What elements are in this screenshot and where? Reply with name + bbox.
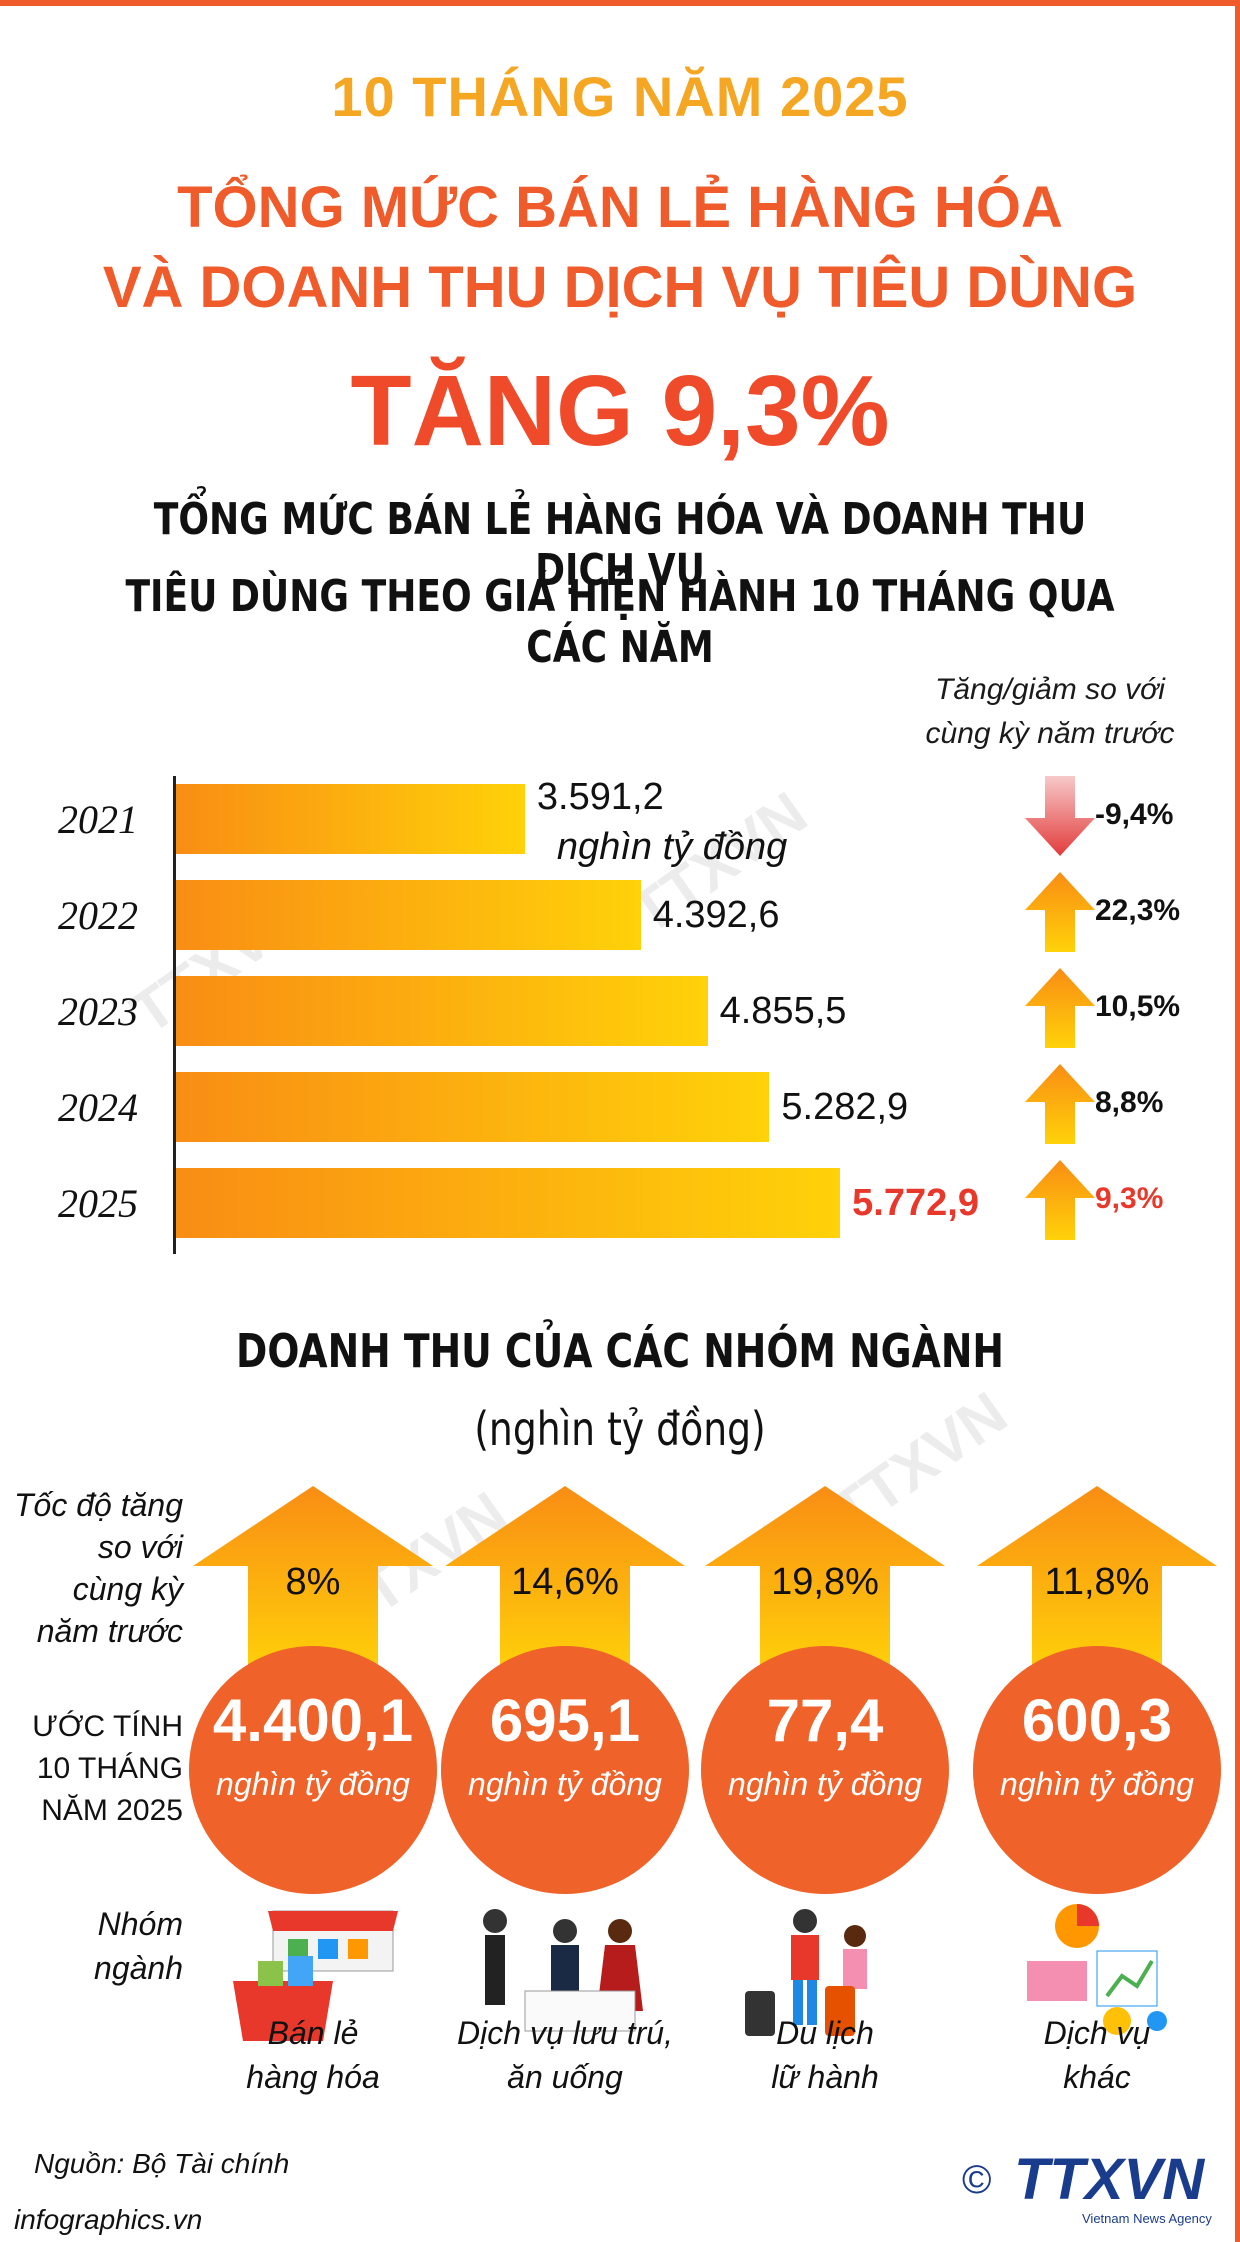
- growth-percent: 11,8%: [1044, 1561, 1150, 1603]
- revenue-unit: nghìn tỷ đồng: [468, 1766, 662, 1802]
- sector-name-line: lữ hành: [771, 2059, 879, 2095]
- bar-chart-axis: [173, 776, 176, 1254]
- growth-percent: 19,8%: [771, 1561, 879, 1603]
- growth-percent: 14,6%: [511, 1561, 619, 1603]
- arrow-up-icon: [1025, 968, 1095, 1048]
- amount-circle: [701, 1646, 949, 1894]
- arrow-up-icon: [705, 1486, 945, 1676]
- site-url[interactable]: infographics.vn: [14, 2204, 203, 2235]
- sector-name-line: Dịch vụ: [1043, 2015, 1151, 2051]
- period-title: 10 THÁNG NĂM 2025: [331, 65, 909, 128]
- growth-percent: 8%: [285, 1561, 341, 1603]
- change-percent-label: 22,3%: [1095, 894, 1181, 927]
- revenue-amount: 600,3: [1021, 1687, 1173, 1754]
- group-row-label: Nhóm ngành: [94, 1902, 183, 1990]
- group-label-line: ngành: [94, 1950, 183, 1986]
- bar-value-label: 4.392,6: [652, 894, 780, 936]
- estimate-label-line: 10 THÁNG: [36, 1752, 183, 1785]
- change-percent-label: 8,8%: [1095, 1086, 1164, 1119]
- sector-name: Dịch vụ khác: [952, 2011, 1240, 2099]
- revenue-amount: 4.400,1: [212, 1687, 414, 1754]
- sector-name-line: khác: [1063, 2059, 1131, 2095]
- year-label: 2023: [58, 989, 138, 1034]
- ttxvn-logo-icon: © TTXVN Vietnam News Agency: [962, 2147, 1212, 2226]
- bar-value-label: 3.591,2: [536, 776, 664, 818]
- source-note: Nguồn: Bộ Tài chính: [34, 2148, 290, 2179]
- sector-name: Bán lẻ hàng hóa: [168, 2011, 458, 2099]
- change-percent-label: -9,4%: [1095, 798, 1174, 831]
- travelers-luggage-icon: [745, 1909, 867, 2036]
- shopping-basket-icon: [233, 1910, 398, 2041]
- sector-name-line: ăn uống: [507, 2059, 623, 2095]
- year-label: 2021: [58, 797, 138, 842]
- bar: [176, 1168, 841, 1238]
- revenue-amount: 77,4: [766, 1687, 884, 1754]
- headline-growth: TĂNG 9,3%: [350, 355, 890, 467]
- bar: [176, 976, 708, 1046]
- sector-name-line: Dịch vụ lưu trú,: [457, 2015, 673, 2051]
- bar-value-label: 4.855,5: [719, 990, 847, 1032]
- amount-circle: [441, 1646, 689, 1894]
- growth-label-line: cùng kỳ: [72, 1571, 183, 1607]
- revenue-unit: nghìn tỷ đồng: [1000, 1766, 1194, 1802]
- chart-subtitle-line-1: TỔNG MỨC BÁN LẺ HÀNG HÓA VÀ DOANH THU DỊ…: [153, 494, 1087, 596]
- bar: [176, 784, 525, 854]
- charts-analytics-icon: [1027, 1904, 1167, 2035]
- arrow-up-icon: [193, 1486, 433, 1676]
- amount-circle: [973, 1646, 1221, 1894]
- growth-row-label: Tốc độ tăng so với cùng kỳ năm trước: [14, 1484, 183, 1652]
- bar-unit-label: nghìn tỷ đồng: [556, 826, 788, 868]
- growth-label-line: Tốc độ tăng: [14, 1487, 183, 1523]
- estimate-label-line: ƯỚC TÍNH: [32, 1710, 183, 1743]
- headline-line-2: VÀ DOANH THU DỊCH VỤ TIÊU DÙNG: [102, 255, 1138, 320]
- arrow-down-icon: [1025, 776, 1095, 856]
- arrow-up-icon: [1025, 1064, 1095, 1144]
- year-label: 2024: [58, 1085, 138, 1130]
- bar-value-label: 5.772,9: [852, 1182, 979, 1224]
- growth-label-line: so với: [97, 1529, 183, 1565]
- headline-line-1: TỔNG MỨC BÁN LẺ HÀNG HÓA: [177, 175, 1063, 240]
- estimate-label-line: NĂM 2025: [41, 1794, 183, 1827]
- change-header-line-1: Tăng/giảm so với: [935, 673, 1165, 706]
- copyright-symbol: ©: [962, 2158, 991, 2202]
- sector-name-line: Du lịch: [776, 2015, 874, 2051]
- change-percent-label: 9,3%: [1095, 1182, 1164, 1215]
- group-label-line: Nhóm: [97, 1906, 183, 1942]
- revenue-amount: 695,1: [489, 1687, 641, 1754]
- section-title-groups: DOANH THU CỦA CÁC NHÓM NGÀNH: [236, 1324, 1004, 1378]
- estimate-row-label: ƯỚC TÍNH 10 THÁNG NĂM 2025: [32, 1706, 183, 1832]
- sector-name: Du lịch lữ hành: [680, 2011, 970, 2099]
- year-label: 2025: [58, 1181, 138, 1226]
- sector-name-line: hàng hóa: [246, 2059, 380, 2095]
- change-column-header: Tăng/giảm so với cùng kỳ năm trước: [880, 668, 1220, 756]
- revenue-unit: nghìn tỷ đồng: [728, 1766, 922, 1802]
- growth-label-line: năm trước: [36, 1613, 183, 1649]
- year-label: 2022: [58, 893, 138, 938]
- logo-tagline: Vietnam News Agency: [1082, 2211, 1212, 2226]
- change-header-line-2: cùng kỳ năm trước: [925, 717, 1175, 750]
- arrow-up-icon: [1025, 872, 1095, 952]
- bar-value-label: 5.282,9: [781, 1086, 909, 1128]
- arrow-up-icon: [445, 1486, 685, 1676]
- bar: [176, 1072, 770, 1142]
- amount-circle: [189, 1646, 437, 1894]
- revenue-unit: nghìn tỷ đồng: [216, 1766, 410, 1802]
- arrow-up-icon: [977, 1486, 1217, 1676]
- sector-name: Dịch vụ lưu trú, ăn uống: [420, 2011, 710, 2099]
- logo-text: TTXVN: [1014, 2147, 1205, 2212]
- change-percent-label: 10,5%: [1095, 990, 1181, 1023]
- arrow-up-icon: [1025, 1160, 1095, 1240]
- restaurant-dining-icon: [483, 1909, 643, 2032]
- bar: [176, 880, 641, 950]
- section-unit-groups: (nghìn tỷ đồng): [474, 1402, 766, 1456]
- chart-subtitle-line-2: TIÊU DÙNG THEO GIÁ HIỆN HÀNH 10 THÁNG QU…: [125, 571, 1115, 673]
- sector-name-line: Bán lẻ: [267, 2015, 359, 2051]
